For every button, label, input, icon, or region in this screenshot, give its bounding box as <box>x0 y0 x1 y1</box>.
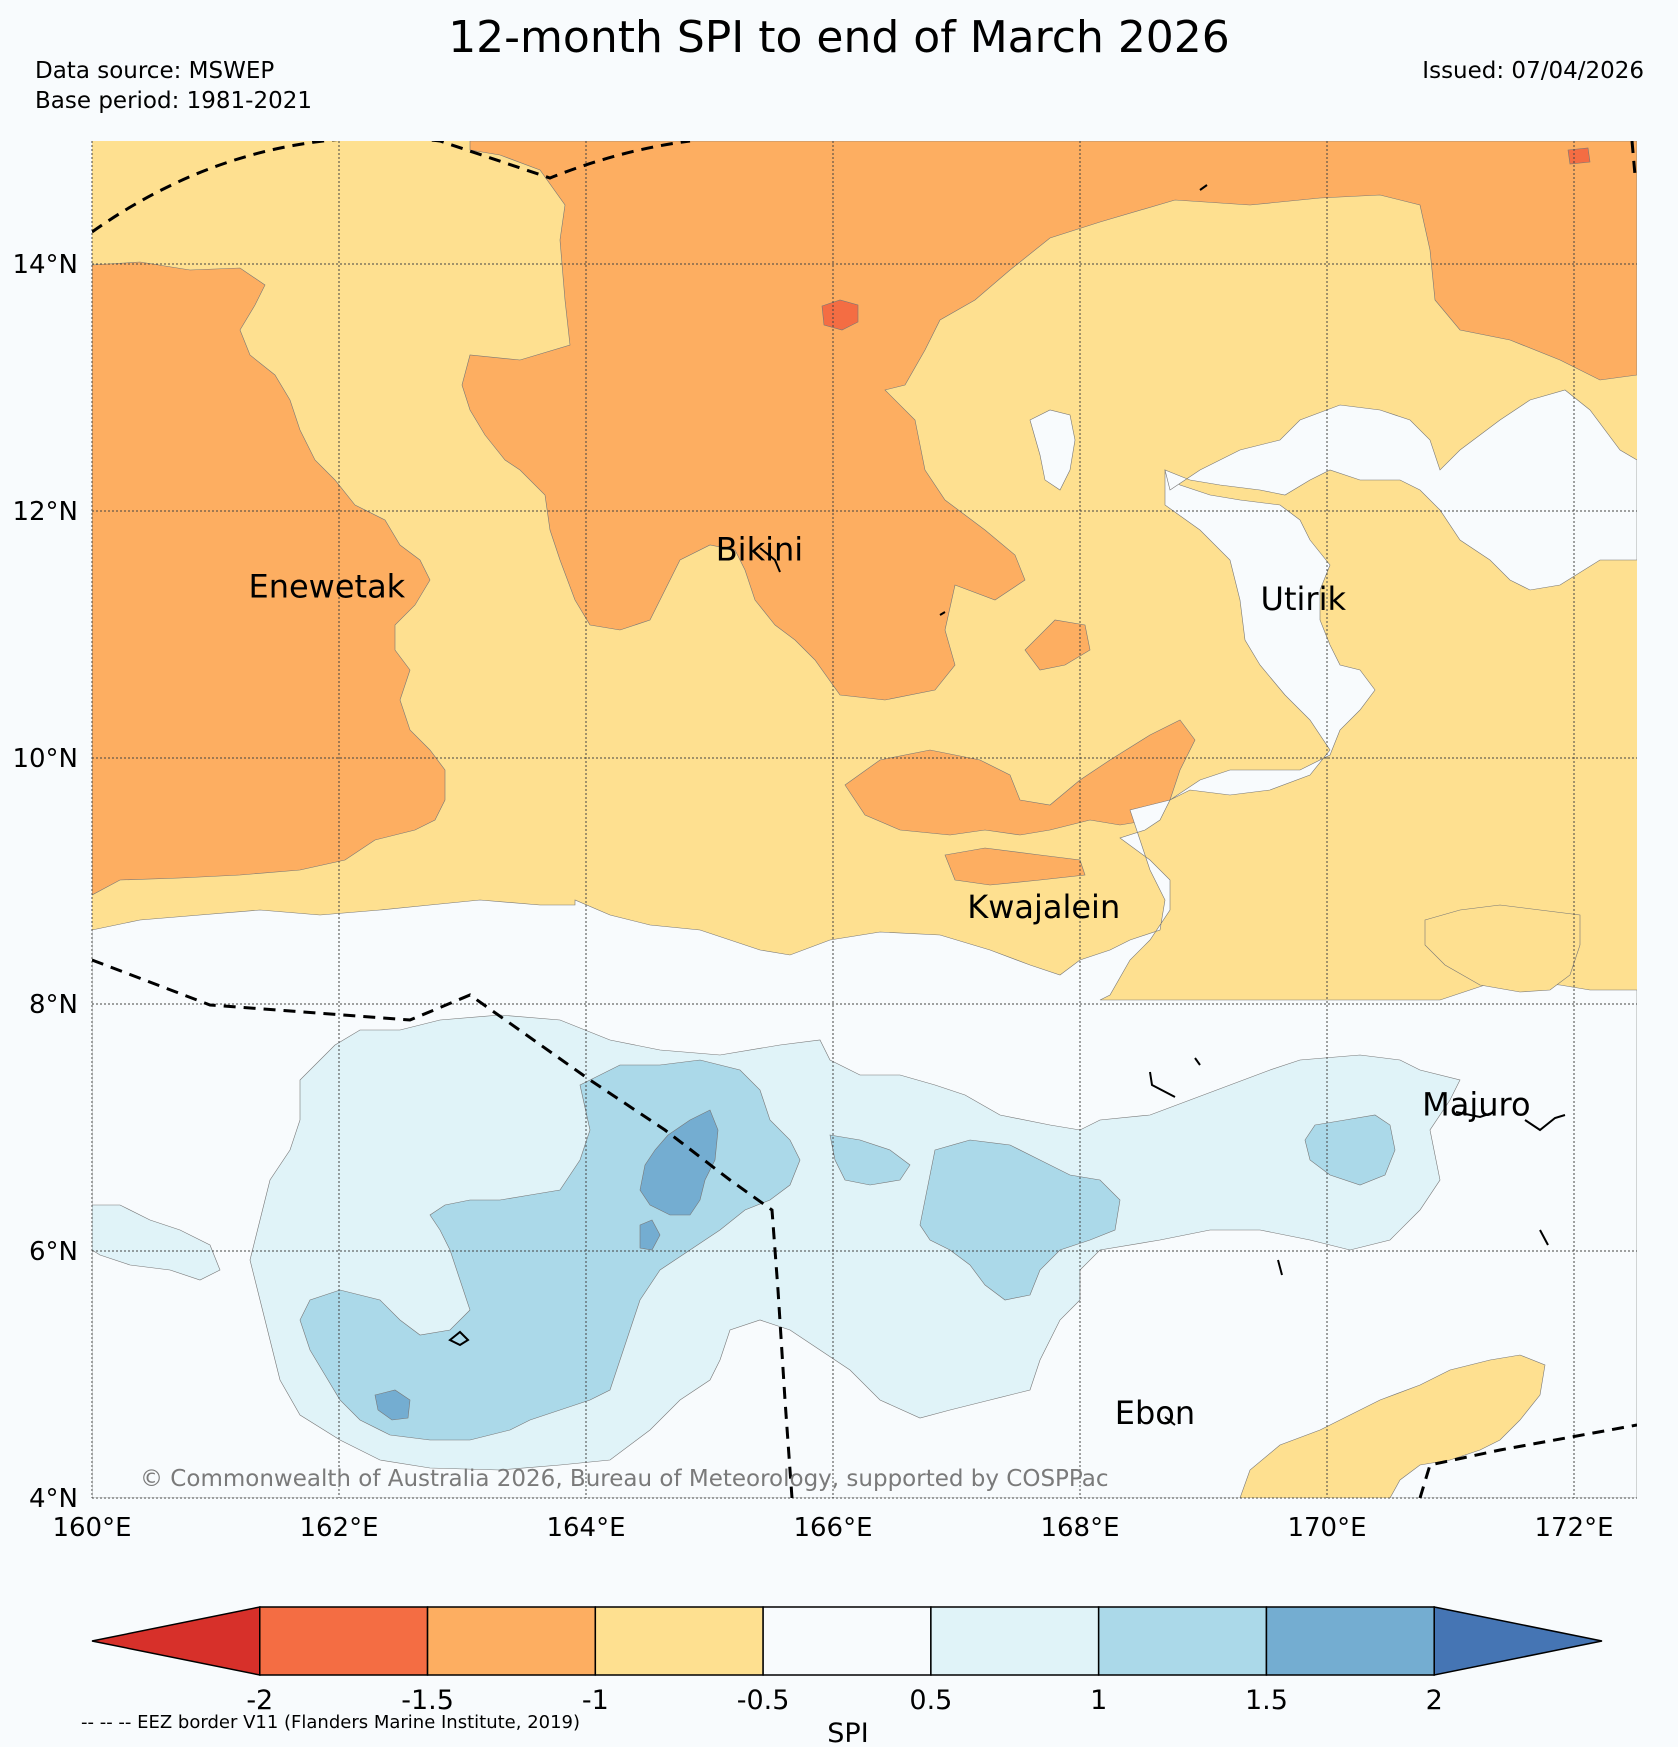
place-label-bikini: Bikini <box>716 530 803 568</box>
eez-borders <box>92 141 1637 1498</box>
spi-region-very-wet <box>639 1109 719 1216</box>
colorbar-swatch <box>259 1606 429 1676</box>
colorbar-tick-label: -1.5 <box>401 1685 454 1716</box>
lat-tick-label: 6°N <box>29 1237 78 1267</box>
spi-region-dry-southeast <box>1239 1354 1546 1498</box>
spi-region-dry-east-patch <box>1424 904 1581 993</box>
spi-region-moderately-dry-central <box>844 719 1196 836</box>
copyright-text: © Commonwealth of Australia 2026, Bureau… <box>140 1466 1109 1492</box>
lon-tick-label: 168°E <box>1040 1513 1119 1543</box>
spi-region-very-wet-tiny <box>639 1219 661 1251</box>
colorbar: -2 -1.5 -1 -0.5 0.5 1 1.5 2 <box>91 1606 1603 1716</box>
colorbar-title: SPI <box>827 1718 868 1747</box>
spi-region-severe-dry-spot-ne <box>1567 147 1591 165</box>
lon-tick-label: 162°E <box>299 1513 378 1543</box>
place-label-majuro: Majuro <box>1422 1086 1530 1124</box>
place-label-utirik: Utirik <box>1261 580 1347 618</box>
colorbar-tick-label: 0.5 <box>909 1685 952 1716</box>
spi-fill-layer <box>92 141 1637 1498</box>
colorbar-swatch <box>1097 1606 1268 1676</box>
colorbar-tick-label: -1 <box>582 1685 609 1716</box>
lat-tick-label: 14°N <box>12 250 78 280</box>
colorbar-swatch <box>762 1606 932 1676</box>
place-label-enewetak: Enewetak <box>248 567 405 605</box>
lon-tick-label: 160°E <box>52 1513 131 1543</box>
spi-region-moderately-dry-north <box>461 141 1637 701</box>
spi-region-moderately-wet-east <box>919 1139 1121 1301</box>
spi-region-near-normal-ne <box>1164 389 1637 591</box>
issued-date: Issued: 07/04/2026 <box>1422 58 1644 84</box>
colorbar-tick-label: 1.5 <box>1245 1685 1288 1716</box>
colorbar-extend-high <box>1433 1606 1603 1676</box>
lat-tick-label: 4°N <box>29 1484 78 1514</box>
spi-region-moderately-dry-west <box>92 261 446 896</box>
spi-region-moderately-wet-majuro <box>1304 1114 1396 1186</box>
lat-tick-label: 8°N <box>29 990 78 1020</box>
spi-region-moderately-dry-small <box>1024 619 1091 671</box>
base-period-text: Base period: 1981-2021 <box>35 88 313 114</box>
lat-tick-label: 12°N <box>12 497 78 527</box>
lat-tick-labels: 14°N 12°N 10°N 8°N 6°N 4°N <box>12 250 78 1514</box>
colorbar-tick-label: 2 <box>1426 1685 1443 1716</box>
spi-region-severe-dry-spot <box>821 299 859 331</box>
colorbar-swatch <box>1265 1606 1435 1676</box>
data-source-text: Data source: MSWEP <box>35 58 275 84</box>
colorbar-tick-label: -2 <box>246 1685 273 1716</box>
lon-tick-label: 170°E <box>1287 1513 1366 1543</box>
gridlines <box>91 141 1637 1499</box>
spi-region-near-normal-north-patch <box>1029 409 1076 491</box>
lat-tick-label: 10°N <box>12 744 78 774</box>
spi-region-moderately-wet-small <box>829 1134 911 1186</box>
spi-region-very-wet-small <box>374 1389 411 1421</box>
atoll-outlines <box>448 184 1566 1426</box>
place-labels: Enewetak Bikini Utirik Kwajalein Majuro Ebon <box>248 530 1530 1432</box>
lon-tick-label: 166°E <box>793 1513 872 1543</box>
eez-border-footnote: -- -- -- EEZ border V11 (Flanders Marine… <box>81 1712 581 1733</box>
colorbar-swatch <box>930 1606 1100 1676</box>
lon-tick-labels: 160°E 162°E 164°E 166°E 168°E 170°E 172°… <box>52 1513 1613 1543</box>
colorbar-extend-low <box>91 1606 261 1676</box>
colorbar-swatch <box>594 1606 764 1676</box>
lon-tick-label: 172°E <box>1534 1513 1613 1543</box>
lon-tick-label: 164°E <box>546 1513 625 1543</box>
place-label-kwajalein: Kwajalein <box>967 888 1120 926</box>
place-label-ebon: Ebon <box>1115 1394 1195 1432</box>
colorbar-tick-label: 1 <box>1090 1685 1107 1716</box>
colorbar-swatch <box>426 1606 597 1676</box>
spi-region-moderately-dry-band <box>944 847 1086 886</box>
map-metadata: Data source: MSWEP Base period: 1981-202… <box>35 56 312 116</box>
map-title: 12-month SPI to end of March 2026 <box>448 12 1230 63</box>
colorbar-tick-label: -0.5 <box>737 1685 790 1716</box>
spi-region-slightly-wet-west <box>92 1204 221 1281</box>
